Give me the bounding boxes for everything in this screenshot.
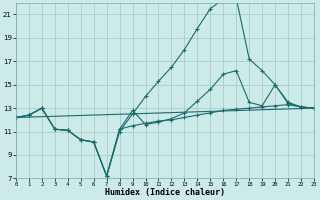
X-axis label: Humidex (Indice chaleur): Humidex (Indice chaleur) — [105, 188, 225, 197]
